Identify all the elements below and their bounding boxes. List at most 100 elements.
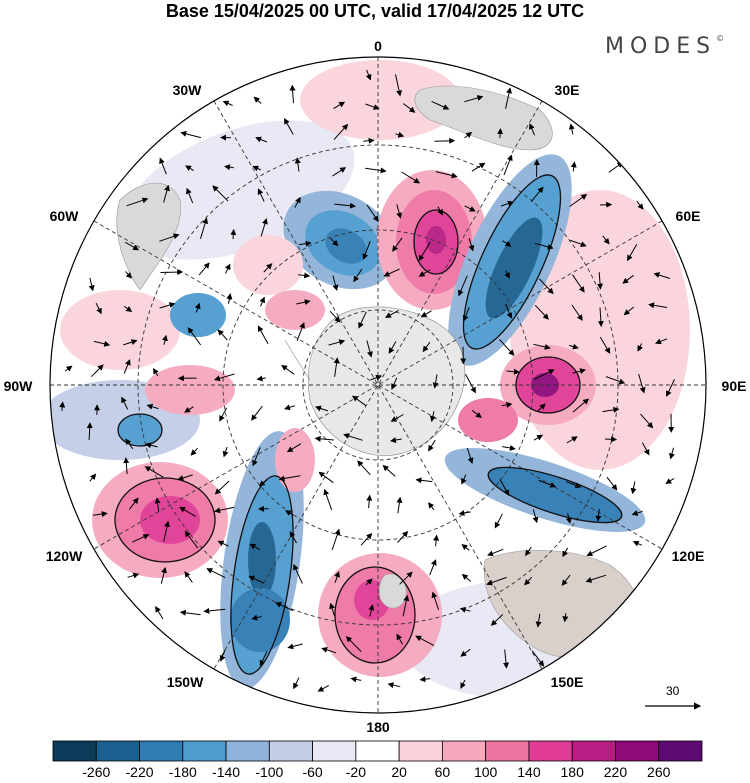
- wind-vector: [397, 530, 409, 543]
- wind-vector: [332, 167, 347, 177]
- wind-vector: [294, 196, 301, 208]
- wind-vector: [505, 303, 513, 319]
- wind-vector: [632, 540, 643, 547]
- wind-vector: [323, 488, 333, 511]
- wind-vector: [333, 357, 340, 377]
- wind-vector: [419, 676, 431, 683]
- wind-vector: [88, 277, 95, 292]
- wind-vector: [434, 137, 456, 144]
- wind-vector: [194, 302, 201, 313]
- wind-vector: [597, 307, 604, 328]
- wind-vector: [366, 340, 373, 358]
- wind-vector: [502, 240, 512, 247]
- wind-vector: [365, 69, 372, 81]
- wind-vector: [331, 528, 341, 551]
- colorbar-tick-label: 100: [473, 764, 498, 780]
- wind-vector: [251, 405, 263, 421]
- lon-label-120e: 120E: [671, 548, 705, 564]
- wind-vector: [390, 437, 402, 443]
- wind-vector: [653, 272, 671, 279]
- colorbar-tick-label: -180: [168, 764, 197, 780]
- wind-vector: [332, 275, 339, 291]
- wind-vector: [529, 123, 536, 136]
- wind-vector: [568, 343, 579, 350]
- lon-label-90w: 90W: [3, 378, 33, 394]
- lon-label-90e: 90E: [721, 378, 747, 394]
- contour-lines: [114, 174, 623, 675]
- wind-vector: [562, 613, 569, 623]
- wind-vector: [537, 403, 546, 412]
- wind-vector: [506, 368, 520, 375]
- wind-vector: [562, 547, 569, 558]
- wind-vector: [566, 436, 578, 444]
- wind-vector: [259, 296, 266, 307]
- wind-vector: [648, 302, 668, 309]
- wind-vector: [392, 237, 403, 252]
- wind-vector: [396, 204, 403, 219]
- wind-vector: [622, 274, 634, 284]
- wind-vector: [570, 239, 587, 248]
- wind-vector: [401, 171, 421, 184]
- wind-vector: [669, 447, 675, 460]
- wind-vector: [187, 327, 202, 346]
- wind-vector: [535, 613, 542, 628]
- wind-vector: [159, 233, 180, 242]
- colorbar-tick-label: 180: [560, 764, 584, 780]
- anomaly-blob: [230, 588, 290, 652]
- wind-vector: [249, 543, 261, 551]
- wind-vector: [214, 506, 235, 514]
- wind-vector: [329, 602, 335, 617]
- wind-vector: [177, 474, 193, 481]
- wind-vector: [525, 546, 532, 557]
- wind-vector: [343, 433, 363, 441]
- wind-vector: [345, 636, 362, 652]
- wind-vector: [121, 396, 129, 410]
- wind-vector: [396, 633, 403, 645]
- wind-vector: [162, 334, 168, 345]
- wind-vector: [570, 161, 577, 172]
- wind-vector: [465, 373, 476, 394]
- wind-vector: [123, 305, 133, 312]
- wind-vector: [131, 534, 150, 543]
- colorbar-tick-label: -260: [82, 764, 111, 780]
- wind-vector: [604, 436, 618, 443]
- chart-title: Base 15/04/2025 00 UTC, valid 17/04/2025…: [165, 1, 585, 21]
- wind-vector: [252, 165, 262, 172]
- wind-vector: [163, 184, 170, 203]
- colorbar-swatch: [268, 740, 314, 762]
- wind-vector: [317, 684, 330, 692]
- wind-vector: [154, 497, 161, 512]
- colorbar-swatch: [528, 740, 573, 762]
- reference-vector-label: 30: [666, 684, 680, 698]
- wind-vector: [125, 271, 132, 279]
- wind-vector: [284, 118, 294, 135]
- wind-vector: [534, 304, 549, 320]
- wind-vector: [501, 401, 513, 408]
- wind-vector: [471, 409, 482, 419]
- wind-vector: [159, 302, 176, 309]
- graticule: [50, 57, 706, 713]
- wind-vector: [179, 506, 196, 517]
- wind-vector: [415, 477, 433, 484]
- wind-vector: [362, 241, 371, 260]
- wind-vector: [422, 341, 431, 353]
- wind-vector: [251, 614, 262, 621]
- wind-vector: [296, 299, 311, 306]
- wind-vector: [460, 648, 471, 657]
- colorbar-tick-label: 20: [391, 764, 407, 780]
- wind-vector: [524, 576, 533, 586]
- wind-vector: [368, 604, 375, 617]
- wind-vector: [428, 502, 435, 511]
- wind-vector: [432, 374, 439, 389]
- colorbar-tick-label: 220: [603, 764, 628, 780]
- wind-vector: [59, 401, 66, 411]
- wind-vector: [532, 509, 539, 524]
- wind-vector: [538, 479, 557, 488]
- brand-name: MODES: [605, 34, 717, 59]
- wind-vector: [226, 293, 233, 304]
- colorbar-swatch: [485, 740, 530, 762]
- wind-vector: [253, 96, 262, 104]
- wind-vector: [395, 131, 405, 138]
- wind-vector: [602, 406, 620, 413]
- wind-vector: [255, 136, 268, 143]
